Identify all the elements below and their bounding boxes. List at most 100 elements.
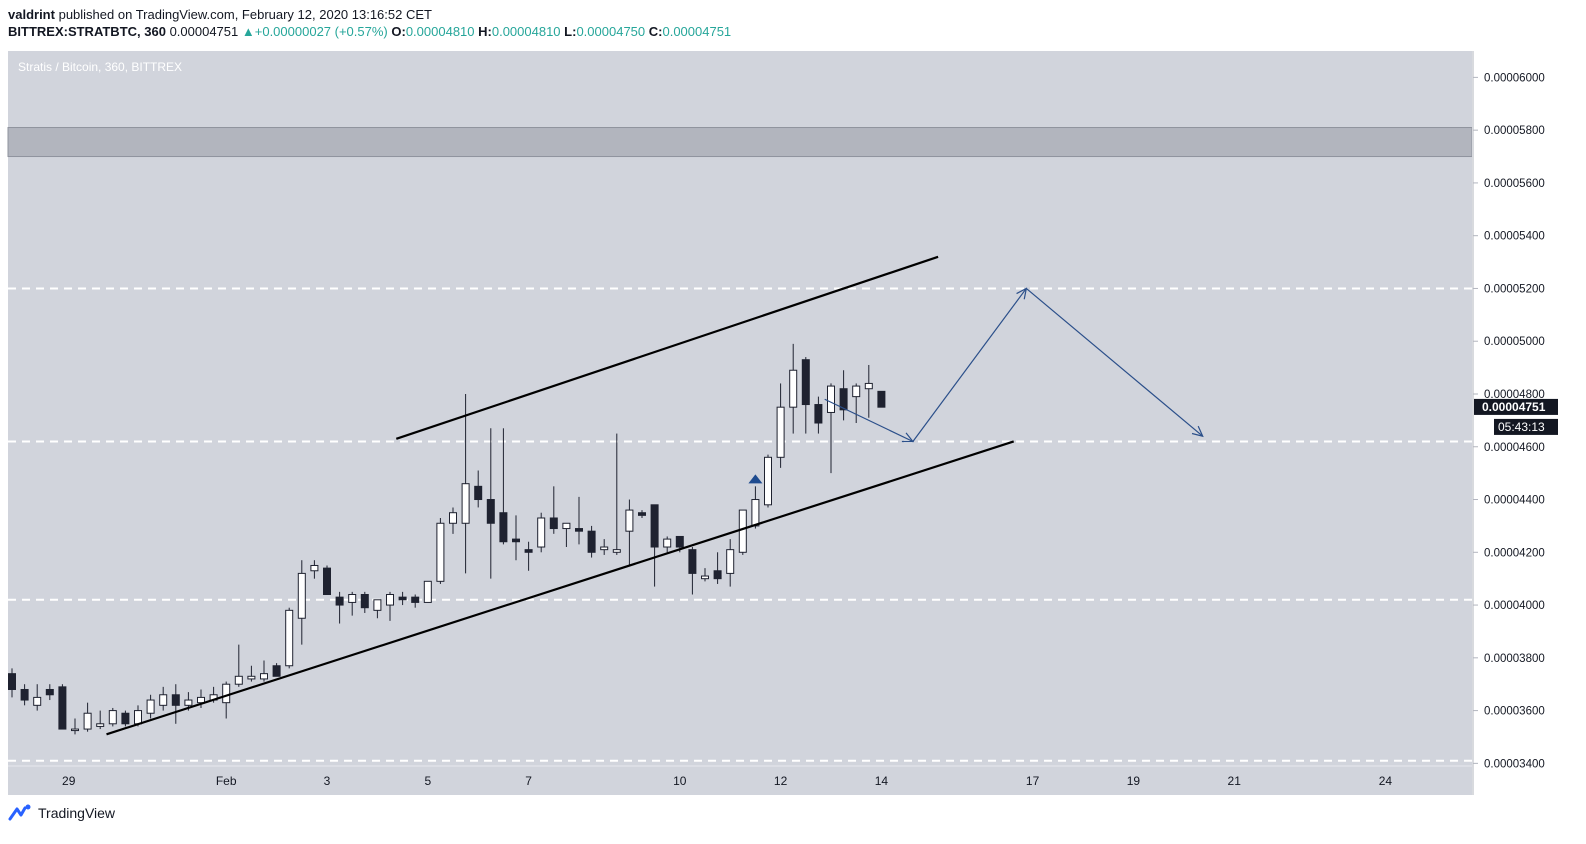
footer-brand: TradingView [8,803,115,823]
candle-body [726,549,735,574]
price-tick-label: 0.00004400 [1484,495,1545,507]
candle-body [297,572,306,619]
time-tick-label: 29 [62,774,76,788]
high-value: 0.00004810 [491,24,561,39]
time-axis[interactable] [8,768,1472,795]
channel-upper-line [395,255,939,440]
time-tick-label: 17 [1026,774,1040,788]
candle-body [537,517,546,548]
high-label: H: [478,24,492,39]
candle-body [738,509,747,553]
candle-body [612,549,621,553]
time-tick-label: 3 [324,774,331,788]
candle-body [386,594,394,606]
arrow-head-icon [1191,425,1204,438]
candle-body [638,512,646,516]
countdown-tag [1494,418,1558,435]
price-tick-label: 0.00004800 [1484,389,1545,401]
candle-body [335,596,344,606]
chart-title: Stratis / Bitcoin, 360, BITTREX [18,60,182,74]
candle-body [360,594,369,609]
candle-body [776,406,785,458]
price-tick-label: 0.00003800 [1484,653,1545,665]
candle-body [184,699,193,706]
price-tick-label: 0.00005000 [1484,336,1545,348]
candle-body [600,546,609,551]
candle-body [877,390,886,408]
candle-body [373,599,382,611]
last-price-label: 0.00004751 [1482,400,1546,414]
publish-info: published on TradingView.com, February 1… [58,7,432,22]
projection-arrow-segment [824,398,914,443]
chart-pane[interactable] [8,51,1472,795]
low-value: 0.00004750 [576,24,646,39]
candle-body [71,728,79,732]
candle-body [96,723,105,727]
candle-body [499,512,508,543]
candle-body [411,596,420,603]
price-tick-label: 0.00004200 [1484,547,1545,559]
candle-body [827,385,835,413]
open-label: O: [391,24,406,39]
candle-body [159,694,168,706]
candle-body [839,388,848,411]
time-tick-label: 10 [673,774,687,788]
candle-body [323,567,331,596]
resistance-zone [7,127,1473,158]
tradingview-logo-icon [8,804,31,821]
projection-arrow-segment [1025,287,1204,437]
price-tick-label: 0.00005600 [1484,178,1545,190]
close-label: C: [648,24,663,39]
candle-body [675,535,684,548]
time-tick-label: 5 [424,774,431,788]
price-tick-label: 0.00005200 [1484,283,1545,295]
candle-body [650,504,659,548]
projection-arrow-segment [912,288,1027,442]
footer-brand-label: TradingView [38,805,116,821]
candle-body [524,549,533,553]
open-value: 0.00004810 [405,24,475,39]
price-tick-label: 0.00006000 [1484,72,1545,84]
candle-body [146,699,155,714]
price-tick-label: 0.00005400 [1484,231,1545,243]
low-label: L: [564,24,577,39]
publish-line: valdrint published on TradingView.com, F… [8,6,731,23]
candle-body [436,522,445,582]
price-tick-label: 0.00003400 [1484,758,1545,770]
candle-body [575,528,583,532]
price-tick-label: 0.00004000 [1484,600,1545,612]
candle-body [512,538,520,543]
up-triangle-marker-icon [748,474,763,484]
candle-body [751,499,760,527]
last-price: 0.00004751 [169,24,239,39]
candle-body [134,710,142,725]
candle-body [247,675,256,680]
time-tick-label: 14 [875,774,889,788]
candle-body [171,694,180,706]
time-tick-label: Feb [216,774,237,788]
time-tick-label: 24 [1379,774,1393,788]
candle-body [701,575,709,580]
candle-body [486,499,495,524]
candle-body [260,673,268,680]
candle-body [801,359,810,406]
author-name[interactable]: valdrint [8,7,55,22]
candle-body [625,509,634,532]
candle-body [272,665,281,677]
candle-body [398,596,407,601]
candle-body [814,404,823,424]
candle-body [549,517,558,530]
candle-body [45,688,54,696]
candle-body [764,456,772,506]
symbol-label: BITTREX:STRATBTC, 360 [8,24,166,39]
channel-lower-line [106,440,1015,736]
candle-body [461,483,470,524]
price-tick-label: 0.00004600 [1484,442,1545,454]
candle-body [562,522,571,530]
ohlc-line: BITTREX:STRATBTC, 360 0.00004751 ▲+0.000… [8,23,731,40]
countdown-label: 05:43:13 [1498,420,1545,434]
time-tick-label: 7 [525,774,532,788]
price-chart[interactable]: Stratis / Bitcoin, 360, BITTREX 0.000060… [0,0,1586,800]
candle-body [33,696,42,706]
close-value: 0.00004751 [662,24,732,39]
